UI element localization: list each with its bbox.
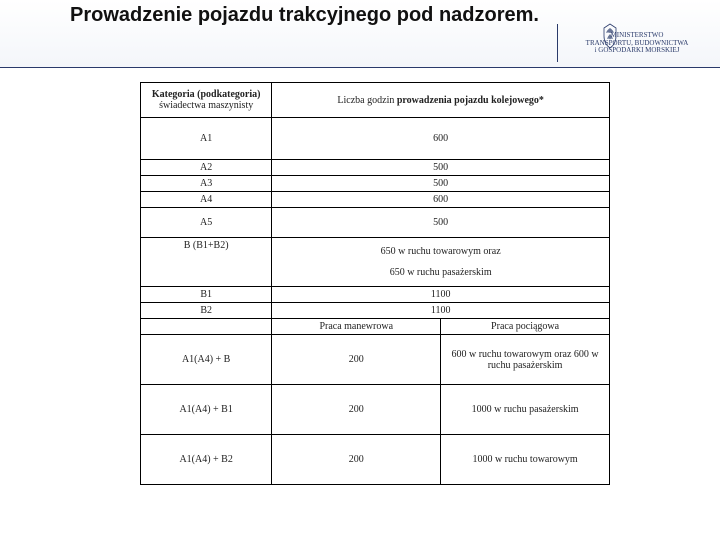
slide-header: Prowadzenie pojazdu trakcyjnego pod nadz… bbox=[0, 0, 720, 68]
cell-value: 1000 w ruchu towarowym bbox=[441, 435, 610, 485]
cell-category: A1(A4) + B2 bbox=[141, 435, 272, 485]
cell-category: A3 bbox=[141, 176, 272, 192]
content-area: Kategoria (podkategoria) świadectwa masz… bbox=[0, 68, 720, 485]
cell-value: 500 bbox=[272, 208, 610, 238]
cell-category: A2 bbox=[141, 160, 272, 176]
table-row: A1600 bbox=[141, 118, 610, 160]
cell-value: 600 bbox=[272, 192, 610, 208]
table-row: A4600 bbox=[141, 192, 610, 208]
table-row: A3500 bbox=[141, 176, 610, 192]
table-row: A2500 bbox=[141, 160, 610, 176]
cell-category: B2 bbox=[141, 303, 272, 319]
table-row: Praca manewrowaPraca pociągowa bbox=[141, 319, 610, 335]
cell-category: A1(A4) + B bbox=[141, 335, 272, 385]
cell-value: 500 bbox=[272, 176, 610, 192]
hours-table: Kategoria (podkategoria) świadectwa masz… bbox=[140, 82, 610, 485]
table-row: A1(A4) + B200600 w ruchu towarowym oraz … bbox=[141, 335, 610, 385]
table-row: B (B1+B2)650 w ruchu towarowym oraz650 w… bbox=[141, 238, 610, 287]
ministry-line-3: i GOSPODARKI MORSKIEJ bbox=[562, 47, 712, 55]
col-header-hours: Liczba godzin prowadzenia pojazdu kolejo… bbox=[272, 83, 610, 118]
cell-value: 1100 bbox=[272, 287, 610, 303]
cell-category: B1 bbox=[141, 287, 272, 303]
cell-value: 650 w ruchu towarowym oraz650 w ruchu pa… bbox=[272, 238, 610, 287]
cell-category: A5 bbox=[141, 208, 272, 238]
cell-category: A1 bbox=[141, 118, 272, 160]
table-row: B11100 bbox=[141, 287, 610, 303]
header-divider bbox=[557, 24, 558, 62]
cell-subheader: Praca pociągowa bbox=[441, 319, 610, 335]
cell-category: B (B1+B2) bbox=[141, 238, 272, 287]
cell-value: 1100 bbox=[272, 303, 610, 319]
cell-value: 200 bbox=[272, 385, 441, 435]
col-header-category: Kategoria (podkategoria) świadectwa masz… bbox=[141, 83, 272, 118]
table-row: A1(A4) + B22001000 w ruchu towarowym bbox=[141, 435, 610, 485]
ministry-label: MINISTERSTWO TRANSPORTU, BUDOWNICTWA i G… bbox=[562, 32, 712, 55]
table-header-row: Kategoria (podkategoria) świadectwa masz… bbox=[141, 83, 610, 118]
cell-subheader: Praca manewrowa bbox=[272, 319, 441, 335]
cell-value: 600 bbox=[272, 118, 610, 160]
cell-value: 200 bbox=[272, 435, 441, 485]
table-row: A1(A4) + B12001000 w ruchu pasażerskim bbox=[141, 385, 610, 435]
cell-category: A4 bbox=[141, 192, 272, 208]
cell-value: 500 bbox=[272, 160, 610, 176]
cell-value: 1000 w ruchu pasażerskim bbox=[441, 385, 610, 435]
cell-category: A1(A4) + B1 bbox=[141, 385, 272, 435]
slide-title: Prowadzenie pojazdu trakcyjnego pod nadz… bbox=[70, 4, 539, 27]
cell-value: 200 bbox=[272, 335, 441, 385]
cell-value: 600 w ruchu towarowym oraz 600 w ruchu p… bbox=[441, 335, 610, 385]
table-row: A5500 bbox=[141, 208, 610, 238]
table-row: B21100 bbox=[141, 303, 610, 319]
